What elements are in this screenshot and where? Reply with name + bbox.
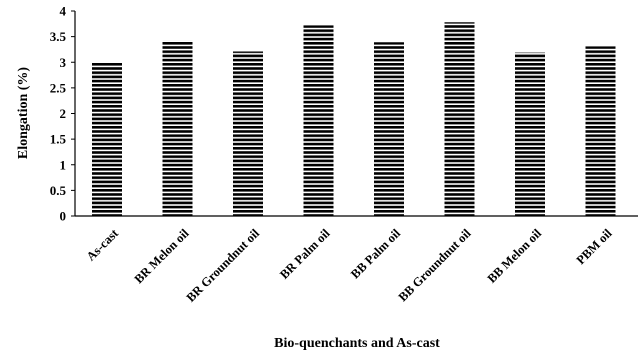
- bar-bb-groundnut-oil: [444, 22, 475, 217]
- y-tick-label: 0.5: [50, 183, 67, 198]
- x-tick-label: BB Palm oil: [348, 226, 403, 281]
- x-tick-label: As-cast: [84, 226, 122, 264]
- y-tick-label: 1.5: [50, 132, 67, 147]
- x-tick-label: BR Melon oil: [132, 226, 192, 286]
- bar-pbm-oil: [585, 46, 616, 216]
- y-tick-label: 3.5: [50, 29, 67, 44]
- y-tick-label: 0: [60, 209, 67, 224]
- y-tick-label: 2: [60, 106, 67, 121]
- bar-br-palm-oil: [303, 25, 334, 216]
- x-tick-label: BR Palm oil: [277, 226, 333, 282]
- x-tick-label: BR Groundnut oil: [184, 226, 263, 305]
- x-tick-label: BB Melon oil: [485, 226, 545, 286]
- y-tick-label: 1: [60, 157, 67, 172]
- x-tick-label: PBM oil: [574, 226, 615, 267]
- y-axis-title: Elongation (%): [16, 67, 31, 160]
- bar-br-melon-oil: [162, 40, 193, 216]
- x-tick-label: BB Groundnut oil: [396, 226, 474, 304]
- y-tick-label: 3: [60, 55, 67, 70]
- bar-br-groundnut-oil: [233, 51, 263, 216]
- x-axis-title: Bio-quenchants and As-cast: [274, 336, 440, 351]
- bar-bb-palm-oil: [374, 42, 404, 217]
- y-tick-label: 4: [60, 4, 67, 19]
- bar-as-cast: [92, 62, 122, 216]
- bar-bb-melon-oil: [515, 52, 545, 217]
- y-tick-label: 2.5: [50, 80, 67, 95]
